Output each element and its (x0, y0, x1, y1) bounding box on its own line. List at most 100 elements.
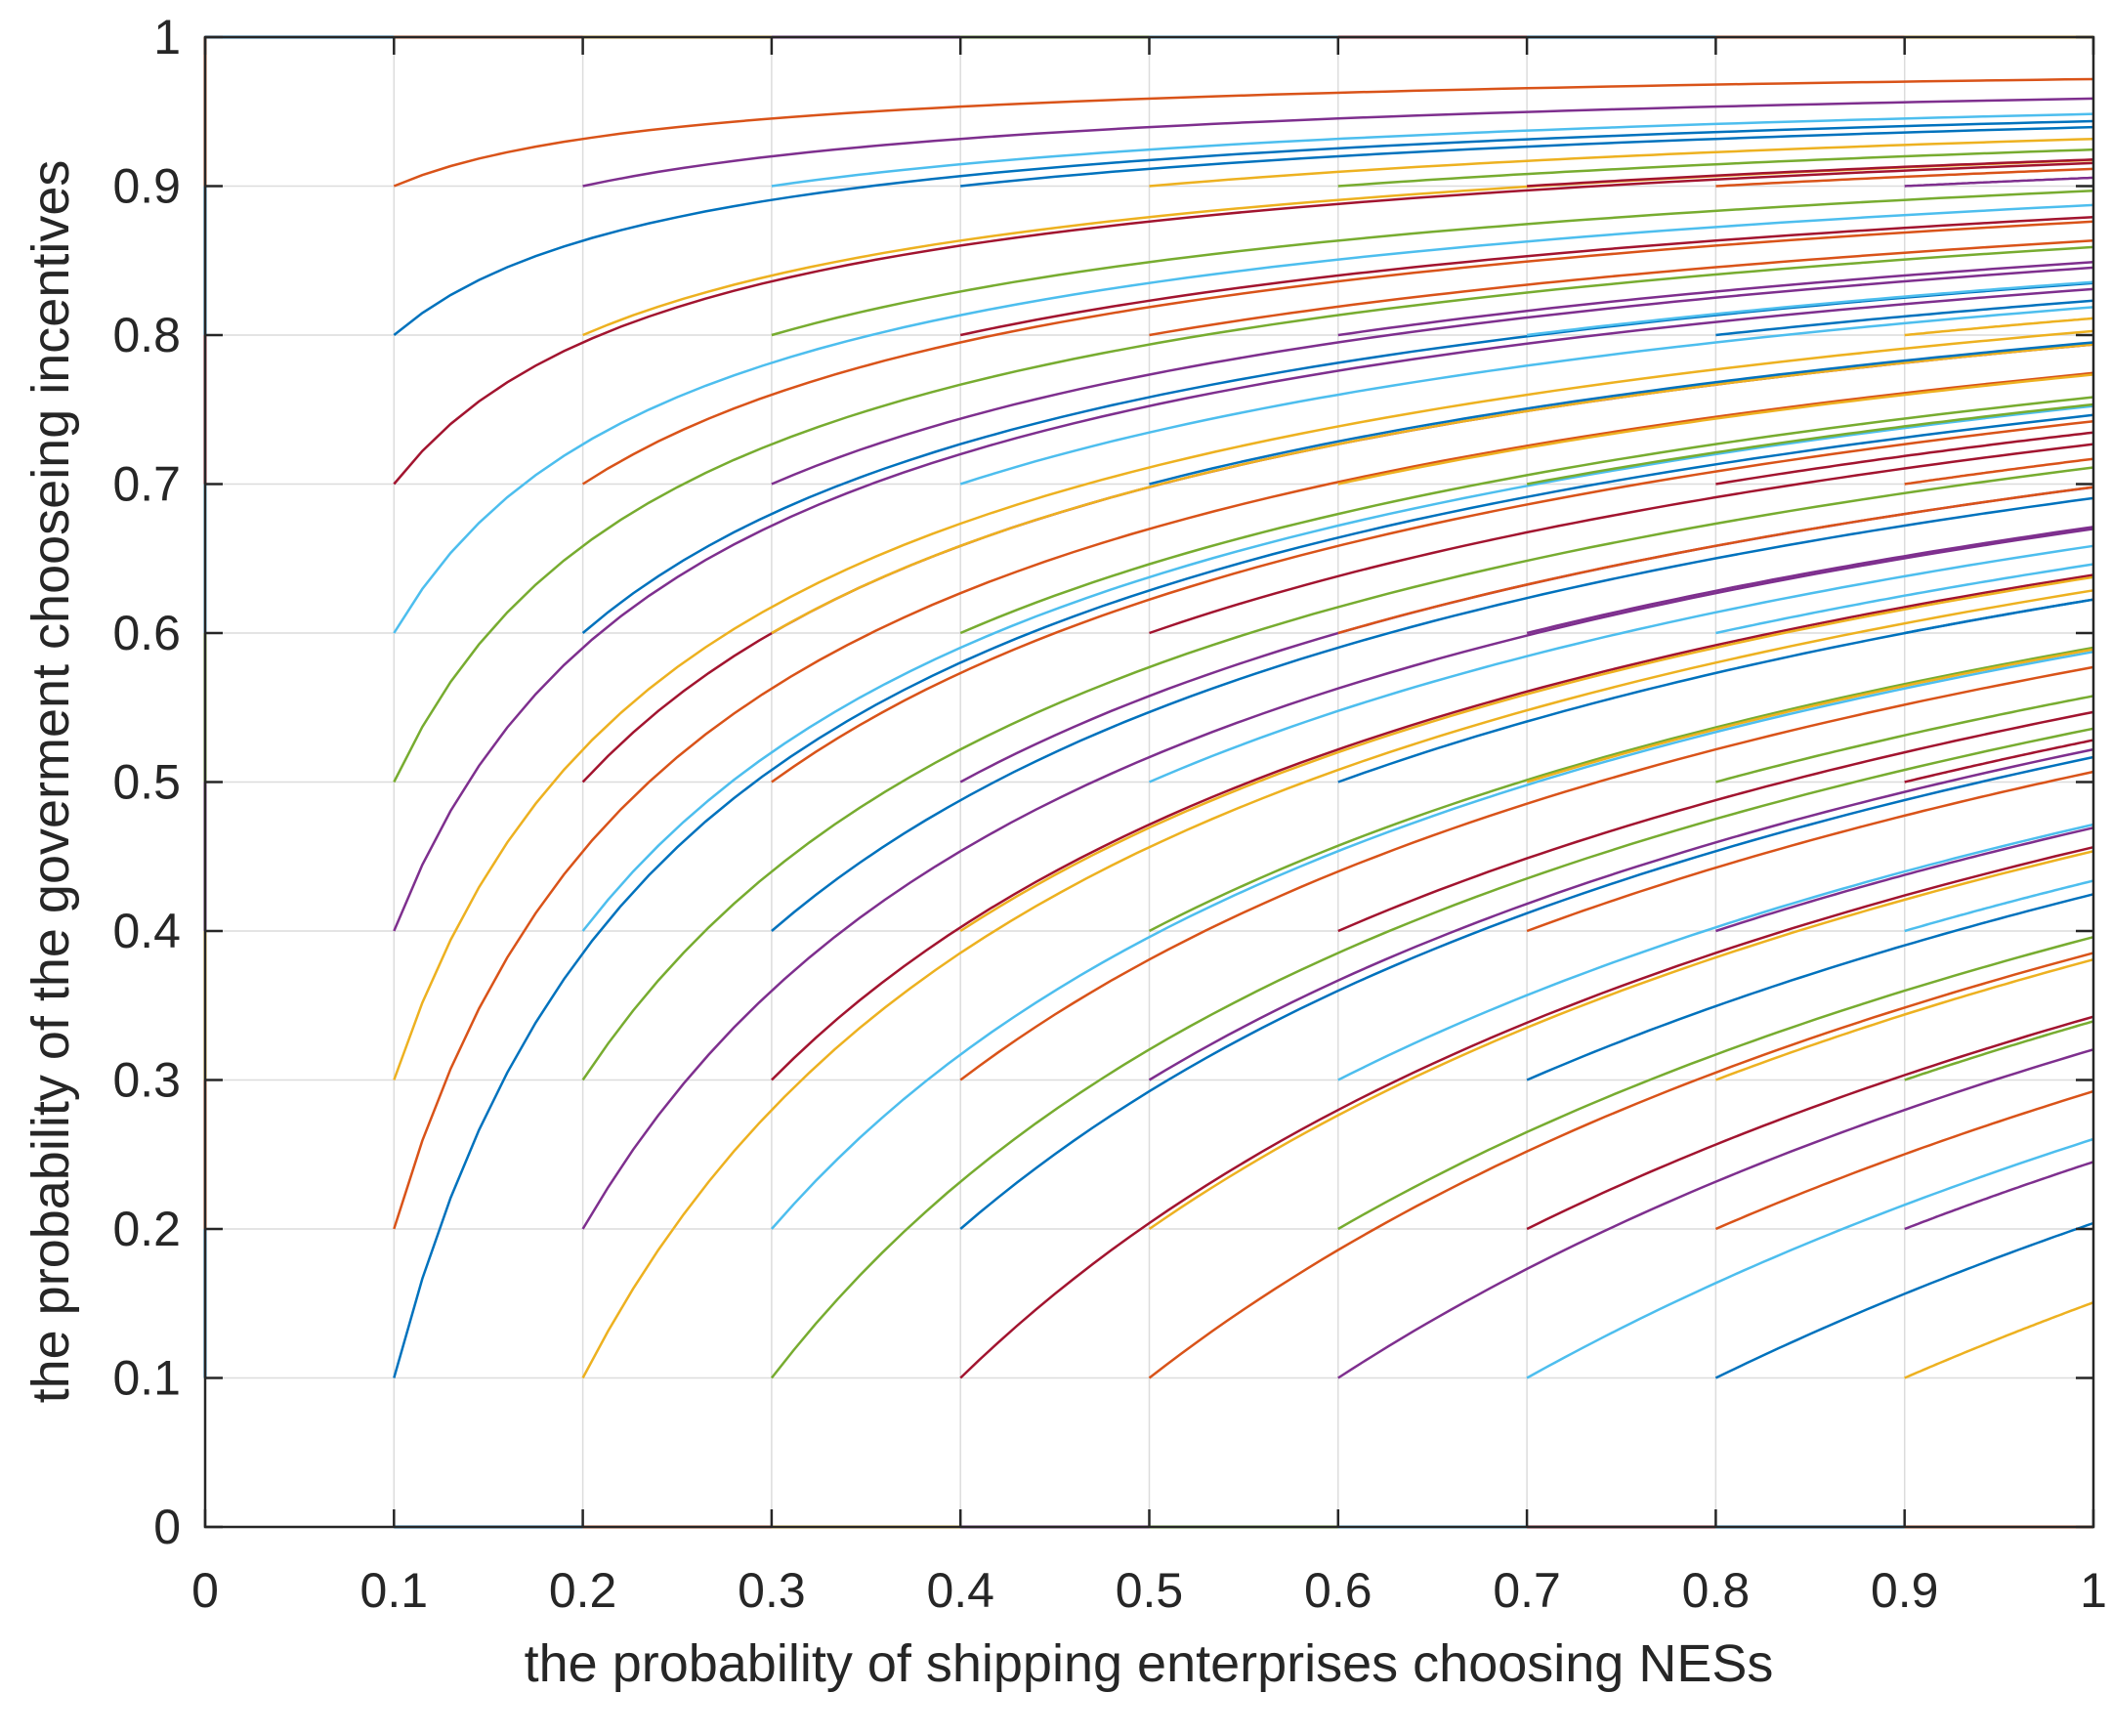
trajectory-line (1715, 695, 2094, 783)
trajectory-line (1904, 1161, 2094, 1231)
trajectory-line (770, 650, 2094, 1230)
trajectory-line (1526, 1137, 2094, 1379)
trajectory-line (1337, 261, 2094, 337)
y-tick-label: 0.6 (112, 606, 181, 660)
trajectory-line (1526, 1015, 2094, 1231)
trajectory-line (1337, 823, 2094, 1081)
trajectory-line (1148, 646, 2094, 933)
x-tick-label: 0.9 (1871, 1563, 1939, 1618)
trajectory-line (1714, 957, 2094, 1081)
trajectory-line (581, 589, 2094, 1379)
trajectory-line (1526, 770, 2094, 933)
trajectory-line (1904, 598, 2094, 635)
trajectory-line (393, 119, 2094, 336)
x-tick-label: 0.7 (1493, 1563, 1561, 1618)
y-tick-label: 0.8 (112, 308, 181, 362)
trajectory-line (1904, 739, 2094, 783)
trajectory-line (582, 97, 2094, 188)
x-tick-label: 0.2 (549, 1563, 617, 1618)
trajectory-line (1149, 137, 2094, 188)
x-tick-label: 0 (191, 1563, 219, 1618)
trajectory-line (960, 125, 2094, 188)
x-tick-label: 0.4 (926, 1563, 994, 1618)
x-tick-label: 0.3 (738, 1563, 806, 1618)
trajectory-line (959, 575, 2094, 933)
trajectory-line (770, 727, 2094, 1379)
y-tick-label: 0 (153, 1500, 181, 1554)
trajectory-line (959, 396, 2094, 635)
trajectory-line (1148, 952, 2094, 1379)
trajectory-line (1148, 850, 2094, 1231)
x-tick-label: 0.1 (360, 1563, 429, 1618)
y-tick-label: 1 (153, 10, 181, 64)
trajectory-line (1149, 341, 2094, 486)
x-axis-ticks: 0 0.1 0.2 0.3 0.4 0.5 0.6 0.7 0.8 0.9 1 (191, 37, 2107, 1618)
trajectory-line (1526, 893, 2094, 1081)
trajectory-line (1526, 526, 2094, 635)
trajectory-line (771, 112, 2094, 188)
trajectory-line (581, 466, 2094, 1081)
trajectory-line (581, 220, 2094, 486)
trajectory-line (1715, 563, 2094, 635)
trajectory-line (1714, 1089, 2094, 1231)
trajectory-line (393, 77, 2094, 188)
x-tick-label: 0.6 (1304, 1563, 1372, 1618)
trajectory-line (393, 371, 2094, 1230)
trajectory-line (393, 161, 2094, 486)
trajectory-line (771, 419, 2094, 783)
y-axis-ticks: 0 0.1 0.2 0.3 0.4 0.5 0.6 0.7 0.8 0.9 1 (112, 10, 2093, 1554)
trajectory-line (1715, 167, 2094, 188)
trajectory-line (1715, 299, 2094, 337)
trajectory-line (1904, 457, 2094, 486)
trajectory-line (1337, 486, 2094, 635)
y-axis-label: the probability of the goverment choosei… (21, 160, 80, 1404)
trajectory-line (1527, 158, 2094, 188)
trajectory-line (959, 755, 2094, 1230)
trajectory-line (1337, 935, 2094, 1231)
x-tick-label: 1 (2080, 1563, 2107, 1618)
trajectory-line (771, 266, 2094, 486)
x-tick-label: 0.5 (1116, 1563, 1184, 1618)
trajectory-line (393, 245, 2094, 783)
trajectory-line (581, 404, 2094, 932)
y-tick-label: 0.2 (112, 1202, 181, 1256)
trajectory-line (771, 496, 2094, 932)
trajectory-line (959, 306, 2094, 486)
trajectory-line (959, 216, 2094, 337)
trajectory-line (1149, 544, 2094, 783)
series-lines (393, 77, 2094, 1379)
trajectory-line (1904, 879, 2094, 933)
trajectory-line (1904, 317, 2094, 337)
y-tick-label: 0.3 (112, 1053, 181, 1108)
trajectory-line (1337, 1048, 2094, 1379)
trajectory-line (1337, 710, 2094, 933)
trajectory-line (393, 203, 2094, 634)
x-axis-label: the probability of shipping enterprises … (525, 1634, 1774, 1693)
trajectory-line (1715, 431, 2094, 486)
trajectory-line (1526, 648, 2094, 783)
trajectory-line (959, 845, 2094, 1379)
trajectory-line (1337, 148, 2094, 188)
trajectory-line (1149, 443, 2094, 635)
trajectory-line (393, 287, 2094, 932)
trajectory-line (959, 665, 2094, 1081)
trajectory-line (1526, 402, 2094, 486)
trajectory-line (1904, 1020, 2094, 1081)
y-tick-label: 0.4 (112, 904, 181, 958)
trajectory-line (393, 413, 2094, 1378)
trajectory-line (1714, 1221, 2094, 1379)
y-tick-label: 0.1 (112, 1351, 181, 1406)
y-tick-label: 0.9 (112, 159, 181, 214)
trajectory-line (1149, 239, 2094, 337)
trajectory-line (771, 190, 2094, 337)
trajectory-line (771, 573, 2094, 1081)
trajectory-line (1526, 280, 2094, 337)
trajectory-line (1148, 747, 2094, 1081)
y-tick-label: 0.5 (112, 755, 181, 810)
trajectory-line (1904, 176, 2094, 188)
trajectory-line (393, 329, 2094, 1080)
trajectory-line (1715, 826, 2094, 933)
y-tick-label: 0.7 (112, 457, 181, 512)
trajectory-line (1337, 373, 2094, 486)
